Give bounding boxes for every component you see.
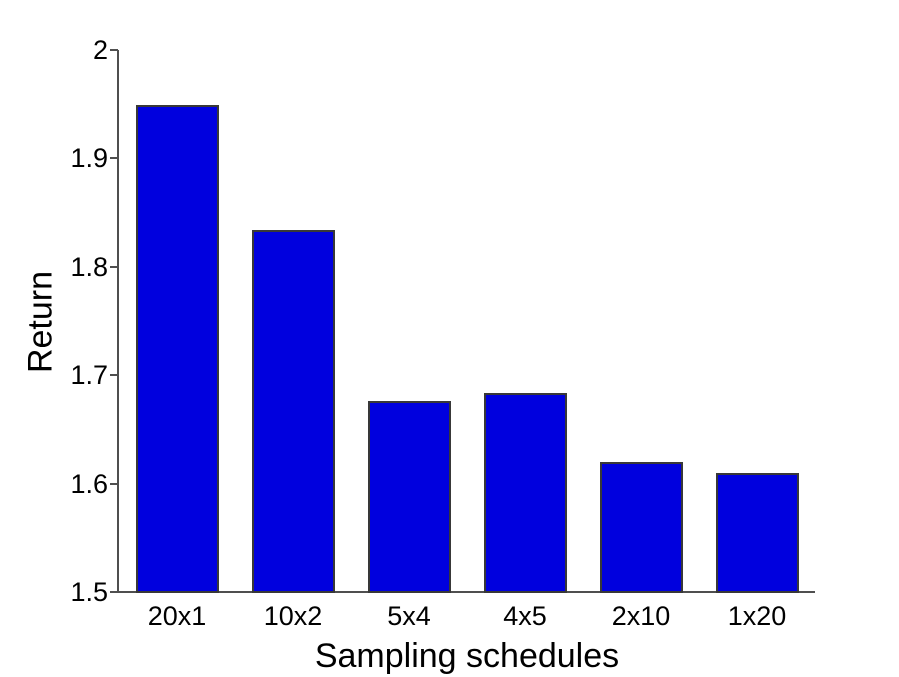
x-tick-label: 1x20 — [727, 601, 787, 631]
y-axis-label: Return — [21, 270, 60, 374]
y-tick-label: 1.5 — [70, 577, 108, 607]
y-axis-line — [117, 50, 119, 593]
y-tick-mark — [110, 49, 118, 51]
y-tick-label: 1.6 — [70, 468, 108, 499]
y-tick-mark — [110, 374, 118, 377]
y-tick-label: 1.8 — [70, 251, 108, 282]
bar-5x4 — [368, 401, 451, 593]
x-axis-label: Sampling schedules — [314, 637, 620, 675]
y-tick-label: 2 — [92, 35, 108, 65]
x-tick-label: 2x10 — [611, 601, 671, 631]
x-tick-label: 5x4 — [387, 601, 431, 631]
bar-2x10 — [600, 462, 683, 593]
y-tick-mark — [110, 591, 118, 593]
y-tick-mark — [110, 482, 118, 485]
y-tick-label: 1.7 — [70, 360, 108, 391]
bar-4x5 — [484, 393, 567, 593]
y-tick-label: 1.9 — [70, 143, 108, 174]
x-axis-line — [117, 591, 815, 593]
x-tick-label: 20x1 — [147, 601, 207, 631]
y-tick-mark — [110, 157, 118, 160]
bar-20x1 — [136, 105, 219, 593]
x-tick-label: 10x2 — [263, 601, 323, 631]
bar-10x2 — [252, 230, 335, 593]
y-tick-mark — [110, 265, 118, 268]
x-tick-label: 4x5 — [503, 601, 547, 631]
bar-1x20 — [716, 473, 799, 593]
